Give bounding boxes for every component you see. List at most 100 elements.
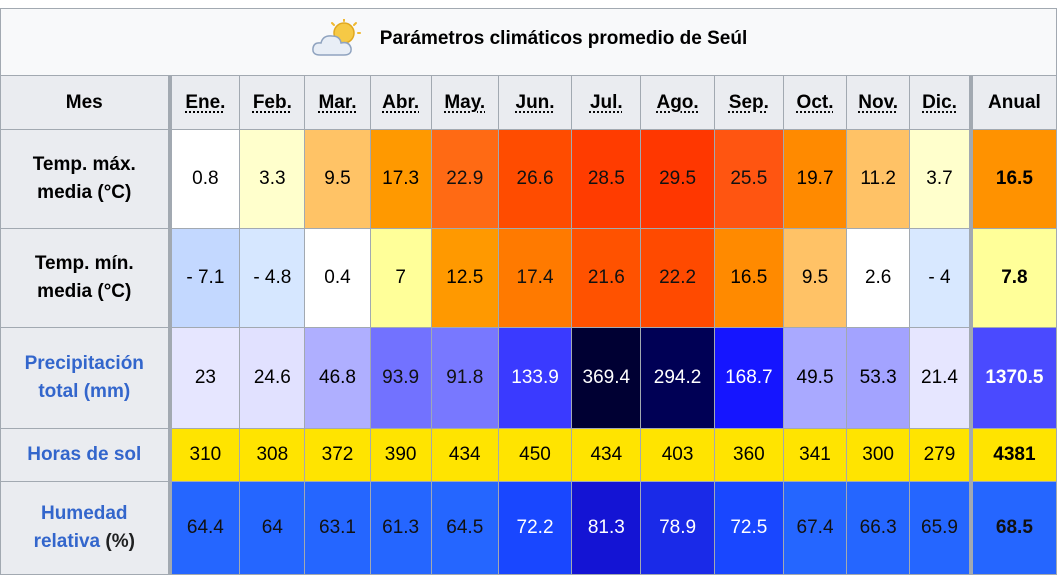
cell-prec-mar: 46.8 [304,327,371,429]
cell-hum-abr: 61.3 [369,481,432,575]
cell-hum-mar: 63.1 [304,481,371,575]
cell-tmax-oct: 19.7 [782,129,848,229]
row-label-line1: Temp. máx. [32,154,136,176]
cell-tmax-ago: 29.5 [640,129,715,229]
cell-sun-oct: 341 [782,428,848,482]
month-link-abr[interactable]: Abr. [382,91,420,113]
cell-tmin-jul: 21.6 [571,228,642,328]
header-row: Mes Ene. Feb. Mar. Abr. May. Jun. Jul. A… [0,75,1057,130]
table-row-tmax: Temp. máx. media (°C) 0.8 3.3 9.5 17.3 22.9 26.… [0,129,1057,229]
cell-prec-nov: 53.3 [846,327,911,429]
cell-sun-nov: 300 [846,428,911,482]
cell-hum-sep: 72.5 [713,481,784,575]
cell-prec-sep: 168.7 [713,327,784,429]
cell-hum-may: 64.5 [430,481,499,575]
row-label-line1: Horas de sol [27,444,142,466]
table-row-sun: Horas de sol 310 308 372 390 434 450 434 403 360 3… [0,428,1057,482]
cell-tmin-mar: 0.4 [304,228,371,328]
cell-tmin-feb: - 4.8 [239,228,306,328]
month-link-may[interactable]: May. [444,91,486,113]
month-link-sep[interactable]: Sep. [728,91,769,113]
month-link-dic[interactable]: Dic. [922,91,957,113]
cell-prec-ene: 23 [167,327,241,429]
cell-sun-jul: 434 [571,428,642,482]
cell-sun-abr: 390 [369,428,432,482]
row-label-tmax: Temp. máx. media (°C) [0,129,171,229]
cell-tmax-abr: 17.3 [369,129,432,229]
climate-table: Parámetros climáticos promedio de Seúl M… [0,8,1057,575]
row-label-tmin: Temp. mín. media (°C) [0,228,171,328]
cell-tmin-nov: 2.6 [846,228,911,328]
cell-tmax-dic: 3.7 [909,129,972,229]
month-link-nov[interactable]: Nov. [858,91,899,113]
cell-tmin-ago: 22.2 [640,228,715,328]
cell-hum-ago: 78.9 [640,481,715,575]
month-link-ene[interactable]: Ene. [185,91,226,113]
cell-tmin-dic: - 4 [909,228,972,328]
row-label-line2: relativa [33,531,101,552]
cell-prec-dic: 21.4 [909,327,972,429]
month-link-feb[interactable]: Feb. [252,91,292,113]
cell-tmin-ene: - 7.1 [167,228,241,328]
cell-tmax-feb: 3.3 [239,129,306,229]
cell-tmax-sep: 25.5 [713,129,784,229]
cell-prec-oct: 49.5 [782,327,848,429]
row-label-line1: Precipitación [24,353,144,375]
cell-sun-mar: 372 [304,428,371,482]
header-anual: Anual [968,75,1057,130]
cell-prec-jun: 133.9 [497,327,573,429]
table-body: Temp. máx. media (°C) 0.8 3.3 9.5 17.3 22.9 26.… [0,129,1057,575]
table-title: Parámetros climáticos promedio de Seúl [379,28,748,49]
cell-hum-jun: 72.2 [497,481,573,575]
cell-sun-jun: 450 [497,428,573,482]
row-label-hum[interactable]: Humedad relativa (%) [0,481,171,575]
month-link-jul[interactable]: Jul. [589,91,623,113]
table-row-hum: Humedad relativa (%) 64.4 64 63.1 61.3 64.5 72.… [0,481,1057,575]
cell-prec-anual: 1370.5 [968,327,1057,429]
cell-sun-ago: 403 [640,428,715,482]
row-label-line1: Humedad [40,503,128,525]
cell-prec-ago: 294.2 [640,327,715,429]
cell-prec-feb: 24.6 [239,327,306,429]
cell-tmin-oct: 9.5 [782,228,848,328]
cell-tmin-abr: 7 [369,228,432,328]
cell-prec-jul: 369.4 [571,327,642,429]
cell-sun-ene: 310 [167,428,241,482]
cell-tmin-may: 12.5 [430,228,499,328]
row-label-line2: media (°C) [37,281,132,302]
cell-hum-dic: 65.9 [909,481,972,575]
cell-tmax-ene: 0.8 [167,129,241,229]
cell-tmax-jun: 26.6 [497,129,573,229]
cell-sun-feb: 308 [239,428,306,482]
row-label-sun[interactable]: Horas de sol [0,428,171,482]
row-label-line2: media (°C) [37,182,132,203]
cell-sun-sep: 360 [713,428,784,482]
cell-tmin-anual: 7.8 [968,228,1057,328]
month-link-mar[interactable]: Mar. [318,91,357,113]
cell-hum-ene: 64.4 [167,481,241,575]
cell-tmin-sep: 16.5 [713,228,784,328]
cell-sun-anual: 4381 [968,428,1057,482]
row-label-unit: (%) [105,531,135,552]
cell-tmax-may: 22.9 [430,129,499,229]
cell-hum-anual: 68.5 [968,481,1057,575]
cell-sun-may: 434 [430,428,499,482]
month-link-ago[interactable]: Ago. [656,91,699,113]
row-label-line2: total (mm) [38,381,131,402]
cell-prec-abr: 93.9 [369,327,432,429]
cell-hum-feb: 64 [239,481,306,575]
month-link-jun[interactable]: Jun. [515,91,555,113]
cell-tmax-anual: 16.5 [968,129,1057,229]
cell-hum-oct: 67.4 [782,481,848,575]
cell-prec-may: 91.8 [430,327,499,429]
month-link-oct[interactable]: Oct. [796,91,834,113]
table-caption: Parámetros climáticos promedio de Seúl [0,8,1057,76]
table-row-tmin: Temp. mín. media (°C) - 7.1- 4.8 0.4 7 12.5 17… [0,228,1057,328]
table-row-prec: Precipitación total (mm) 23 24.6 46.8 93.9 91.… [0,327,1057,429]
cell-tmin-jun: 17.4 [497,228,573,328]
partly-cloudy-icon [310,18,368,59]
cell-tmax-mar: 9.5 [304,129,371,229]
cell-tmax-jul: 28.5 [571,129,642,229]
row-label-prec[interactable]: Precipitación total (mm) [0,327,171,429]
